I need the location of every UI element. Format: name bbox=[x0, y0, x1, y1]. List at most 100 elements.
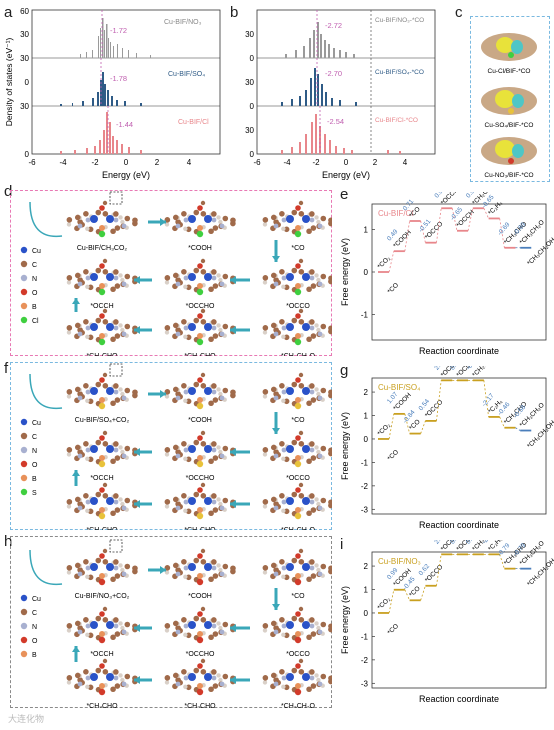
structure-4 bbox=[164, 606, 236, 644]
svg-text:4: 4 bbox=[187, 158, 192, 167]
svg-text:0: 0 bbox=[344, 158, 349, 167]
dos-chart-a: 60 30 30 0 30 0 -6 -4 -2 0 2 4 Energy (e… bbox=[4, 7, 221, 180]
energy-connector bbox=[388, 251, 395, 273]
svg-text:-4: -4 bbox=[283, 158, 291, 167]
legend-label: C bbox=[32, 262, 37, 269]
species-label: *COOH bbox=[188, 593, 212, 600]
x-axis-label: Reaction coordinate bbox=[419, 520, 499, 530]
legend-label: B bbox=[32, 652, 37, 659]
species-label: *CH₂CHO bbox=[86, 703, 118, 708]
y-axis-label: Free energy (eV) bbox=[340, 586, 350, 654]
structure-3 bbox=[66, 258, 138, 296]
svg-text:60: 60 bbox=[20, 7, 29, 16]
species-label: *CO bbox=[386, 449, 400, 463]
species-label: *OCCHO bbox=[440, 192, 464, 207]
species-label: *OCCHO bbox=[186, 475, 215, 482]
y-tick-label: -3 bbox=[361, 679, 369, 688]
svg-text:Cu-SO₄/BIF-*CO: Cu-SO₄/BIF-*CO bbox=[485, 122, 534, 129]
y-axis-label: Free energy (eV) bbox=[340, 412, 350, 480]
species-label: *CH₃CH₂O bbox=[281, 527, 316, 530]
legend-label: S bbox=[32, 490, 37, 497]
profile-title: Cu-BIF/SO₄ bbox=[378, 383, 420, 392]
energy-connector bbox=[420, 420, 426, 434]
structure-8 bbox=[262, 482, 332, 520]
species-label: *OCCO bbox=[286, 475, 310, 482]
step-energy-label: 2.16 bbox=[433, 366, 447, 372]
structure-5 bbox=[262, 606, 332, 644]
species-label: *OCCH bbox=[90, 475, 113, 482]
x-axis-label: Energy (eV) bbox=[102, 170, 150, 180]
svg-text:-1.72: -1.72 bbox=[110, 26, 127, 35]
legend-label: N bbox=[32, 624, 37, 631]
species-label: *CH₃CH₂OH bbox=[526, 419, 554, 450]
energy-connector bbox=[388, 413, 395, 440]
species-label: *CH₃CHO bbox=[184, 353, 216, 356]
species-label: *OCCHO bbox=[186, 303, 215, 310]
energy-connector bbox=[499, 554, 505, 569]
structure-image-2 bbox=[481, 87, 537, 115]
structure-0 bbox=[66, 200, 138, 238]
energy-connector bbox=[436, 554, 442, 586]
legend-label: N bbox=[32, 448, 37, 455]
step-energy-label: -2.47 bbox=[481, 540, 496, 546]
energy-connector bbox=[436, 208, 442, 243]
legend-label: O bbox=[32, 638, 38, 645]
svg-text:Cu-NO₃/BIF-*CO: Cu-NO₃/BIF-*CO bbox=[484, 172, 533, 179]
x-axis-label: Reaction coordinate bbox=[419, 346, 499, 356]
species-label: *OCCHO bbox=[186, 651, 215, 658]
step-energy-label: 0.64 bbox=[449, 366, 463, 372]
svg-text:2: 2 bbox=[155, 158, 160, 167]
y-tick-label: -1 bbox=[361, 458, 369, 467]
energy-profile-e: 1 0 -1 Free energy (eV) Reaction coordinate C… bbox=[340, 192, 554, 356]
charge-density-panel: Cu-Cl/BIF-*CO Cu-SO₄/BIF-*CO Cu-NO₃/BIF-… bbox=[470, 16, 550, 182]
species-label: Cu-BIF/CH₃CO₂ bbox=[77, 245, 128, 252]
species-label: *CH₂CHO bbox=[86, 353, 118, 356]
svg-text:Cu-BIF/NO₃: Cu-BIF/NO₃ bbox=[164, 19, 202, 26]
structure-8 bbox=[262, 658, 332, 696]
dos-chart-b: 30 0 30 0 30 0 -6 -4 -2 0 2 4 Energy (eV… bbox=[245, 9, 436, 180]
y-tick-label: 2 bbox=[364, 562, 369, 571]
legend-label: C bbox=[32, 434, 37, 441]
step-energy-label: 2.45 bbox=[433, 540, 447, 546]
mechanism-diagram-f: Cu-BIF/SO₄+CO₂ *COOH *CO *OCCH *OCCHO *OCCO *C… bbox=[20, 363, 332, 530]
svg-text:-2: -2 bbox=[312, 158, 320, 167]
species-label: *CH₂CHO bbox=[471, 366, 496, 379]
svg-text:0: 0 bbox=[124, 158, 129, 167]
svg-text:Cu-BIF/SO₄: Cu-BIF/SO₄ bbox=[168, 71, 205, 78]
svg-text:30: 30 bbox=[20, 54, 29, 63]
svg-text:-1.78: -1.78 bbox=[110, 74, 127, 83]
panel-letter-a: a bbox=[4, 4, 13, 21]
structure-6 bbox=[66, 658, 138, 696]
y-tick-label: -1 bbox=[361, 632, 369, 641]
watermark: 大连化物 bbox=[8, 714, 45, 724]
species-label: *CH₃CH₂O bbox=[281, 703, 316, 708]
svg-text:30: 30 bbox=[245, 78, 254, 87]
profile-title: Cu-BIF/Cl bbox=[378, 209, 413, 218]
legend-label: C bbox=[32, 610, 37, 617]
svg-text:0: 0 bbox=[25, 78, 30, 87]
structure-1 bbox=[164, 548, 236, 586]
species-label: *COOH bbox=[188, 245, 212, 252]
panel-letter-h: h bbox=[4, 533, 13, 550]
svg-text:Cu-BIF/NO₃-*CO: Cu-BIF/NO₃-*CO bbox=[375, 17, 424, 24]
species-label: *OCCO bbox=[286, 651, 310, 658]
energy-connector bbox=[499, 416, 505, 428]
svg-text:-2.72: -2.72 bbox=[325, 21, 342, 30]
species-label: *CH₃CHO bbox=[184, 703, 216, 708]
legend-label: B bbox=[32, 476, 37, 483]
energy-connector bbox=[420, 585, 426, 601]
mechanism-diagram-h: Cu-BIF/NO₃+CO₂ *COOH *CO *OCCH *OCCHO *OCCO *C… bbox=[20, 539, 332, 708]
energy-profile-g: 2 1 0 -1 -2 -3 Free energy (eV) Reaction coordi… bbox=[340, 366, 554, 530]
structure-1 bbox=[164, 200, 236, 238]
svg-text:0: 0 bbox=[250, 150, 255, 159]
structure-2 bbox=[262, 548, 332, 586]
species-label: *CO bbox=[291, 245, 305, 252]
structure-image-1 bbox=[481, 33, 537, 61]
y-tick-label: 1 bbox=[364, 412, 369, 421]
structure-5 bbox=[262, 258, 332, 296]
species-label: *CO bbox=[291, 593, 305, 600]
structure-4 bbox=[164, 430, 236, 468]
legend-label: B bbox=[32, 304, 37, 311]
structure-1 bbox=[164, 372, 236, 410]
energy-connector bbox=[404, 589, 410, 601]
